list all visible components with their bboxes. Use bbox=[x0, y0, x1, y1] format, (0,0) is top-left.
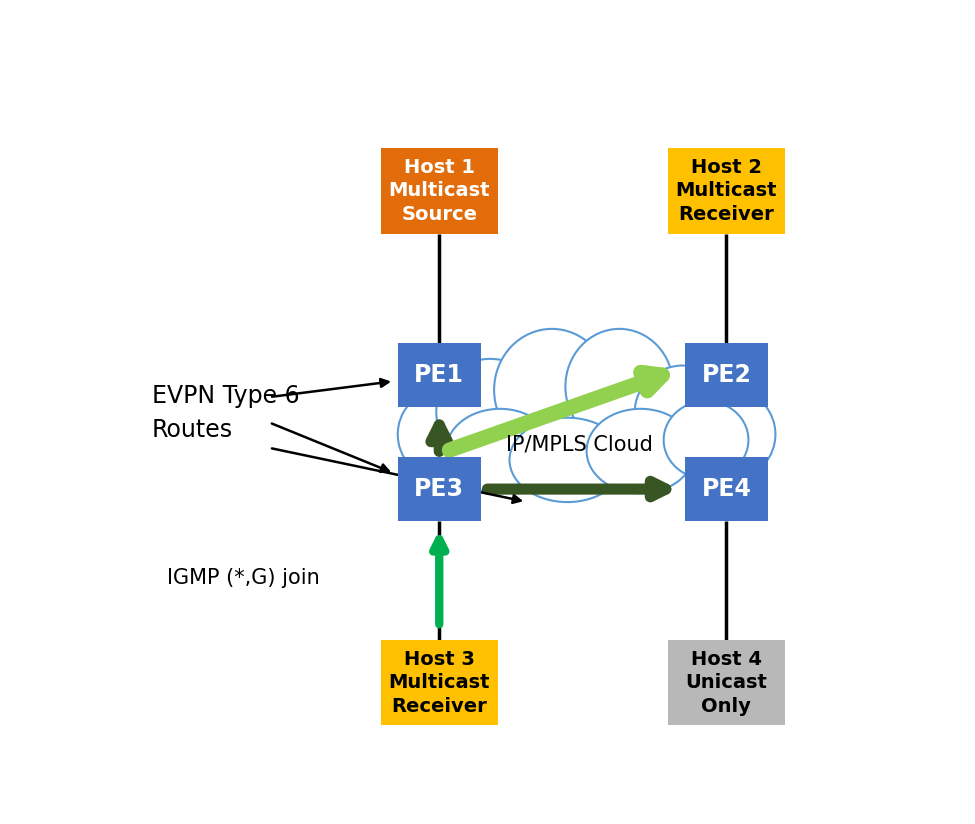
Ellipse shape bbox=[587, 409, 694, 494]
Ellipse shape bbox=[664, 401, 749, 479]
Ellipse shape bbox=[635, 366, 731, 459]
Text: Host 3
Multicast
Receiver: Host 3 Multicast Receiver bbox=[388, 649, 490, 715]
Text: PE1: PE1 bbox=[414, 363, 464, 387]
Ellipse shape bbox=[398, 392, 475, 476]
FancyBboxPatch shape bbox=[380, 639, 498, 725]
Text: IP/MPLS Cloud: IP/MPLS Cloud bbox=[506, 435, 652, 455]
FancyBboxPatch shape bbox=[684, 343, 768, 406]
FancyBboxPatch shape bbox=[684, 457, 768, 521]
Ellipse shape bbox=[698, 392, 775, 476]
FancyBboxPatch shape bbox=[398, 343, 481, 406]
Ellipse shape bbox=[384, 312, 789, 545]
Text: PE4: PE4 bbox=[701, 477, 752, 501]
FancyBboxPatch shape bbox=[668, 148, 785, 234]
Text: PE2: PE2 bbox=[701, 363, 752, 387]
Ellipse shape bbox=[436, 359, 544, 466]
Text: Host 1
Multicast
Source: Host 1 Multicast Source bbox=[388, 158, 490, 224]
FancyBboxPatch shape bbox=[398, 457, 481, 521]
Text: Host 4
Unicast
Only: Host 4 Unicast Only bbox=[685, 649, 767, 715]
Text: Host 2
Multicast
Receiver: Host 2 Multicast Receiver bbox=[676, 158, 777, 224]
Ellipse shape bbox=[510, 418, 625, 502]
FancyBboxPatch shape bbox=[668, 639, 785, 725]
Text: EVPN Type 6
Routes: EVPN Type 6 Routes bbox=[152, 384, 299, 442]
Ellipse shape bbox=[566, 329, 674, 444]
Ellipse shape bbox=[494, 329, 609, 451]
Text: IGMP (*,G) join: IGMP (*,G) join bbox=[168, 568, 320, 588]
Ellipse shape bbox=[446, 409, 554, 494]
FancyBboxPatch shape bbox=[380, 148, 498, 234]
Text: PE3: PE3 bbox=[414, 477, 464, 501]
